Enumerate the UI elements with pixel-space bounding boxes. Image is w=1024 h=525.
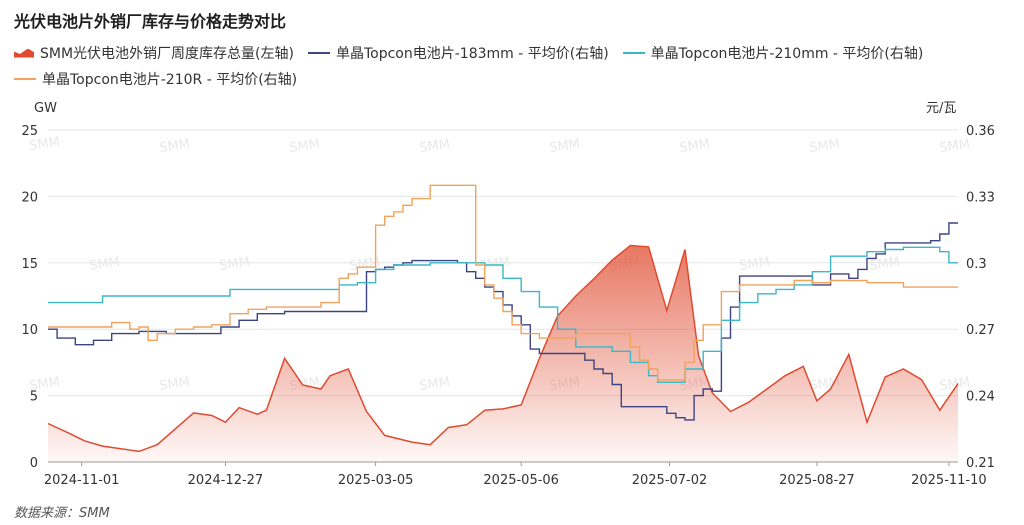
legend-label-inventory: SMM光伏电池外销厂周度库存总量(左轴) [40, 46, 294, 62]
legend-swatch-210r [14, 78, 36, 80]
legend-label-183mm: 单晶Topcon电池片-183mm - 平均价(右轴) [335, 46, 609, 62]
x-tick-label: 2025-08-27 [779, 473, 855, 488]
watermark-text: SMM [738, 255, 770, 274]
inventory-line [47, 244, 959, 453]
x-tick-label: 2025-11-10 [911, 473, 987, 488]
left-tick-label: 5 [30, 390, 38, 405]
x-tick-label: 2024-11-01 [44, 473, 120, 488]
left-tick-label: 0 [30, 456, 38, 471]
x-tick-label: 2025-03-05 [338, 473, 414, 488]
legend-item-210r[interactable]: 单晶Topcon电池片-210R - 平均价(右轴) [14, 69, 297, 89]
watermark-text: SMM [808, 137, 840, 156]
watermark-text: SMM [158, 375, 190, 394]
right-axis-unit: 元/瓦 [926, 101, 956, 116]
legend-swatch-210mm [622, 52, 645, 54]
legend-item-inventory[interactable]: SMM光伏电池外销厂周度库存总量(左轴) [14, 43, 294, 63]
watermark-text: SMM [288, 137, 320, 156]
watermark-text: SMM [548, 137, 580, 156]
watermark-text: SMM [418, 375, 450, 394]
right-tick-label: 0.21 [966, 456, 995, 471]
right-tick-label: 0.3 [966, 257, 987, 272]
watermark-text: SMM [28, 375, 60, 394]
chart-canvas: SMM SMM SMM SMM SMM SMM SMM SMM SMM SMM SMM SMM SMM S… [21, 101, 995, 488]
price-210r-line [48, 184, 958, 381]
watermark-text: SMM [938, 375, 970, 394]
x-tick-label: 2024-12-27 [188, 473, 264, 488]
watermark-text: SMM [868, 255, 900, 274]
legend-item-183mm[interactable]: 单晶Topcon电池片-183mm - 平均价(右轴) [307, 43, 609, 63]
right-tick-label: 0.33 [966, 190, 995, 205]
chart-title: 光伏电池片外销厂库存与价格走势对比 [14, 12, 287, 31]
watermark-text: SMM [678, 137, 710, 156]
watermark-text: SMM [158, 137, 190, 156]
left-tick-label: 10 [21, 323, 38, 338]
source-note: 数据来源：SMM [14, 506, 110, 521]
watermark-text: SMM [938, 137, 970, 156]
x-tick-label: 2025-05-06 [483, 473, 559, 488]
legend-swatch-183mm [307, 52, 330, 54]
price-210mm-line [48, 246, 958, 383]
right-tick-label: 0.24 [966, 390, 995, 405]
watermark-text: SMM [218, 255, 250, 274]
right-tick-label: 0.27 [966, 323, 995, 338]
legend-label-210mm: 单晶Topcon电池片-210mm - 平均价(右轴) [650, 46, 924, 62]
watermark-text: SMM [418, 137, 450, 156]
watermark-text: SMM [348, 255, 380, 274]
left-axis-unit: GW [34, 101, 57, 116]
inventory-area [48, 245, 958, 462]
legend: SMM光伏电池外销厂周度库存总量(左轴) 单晶Topcon电池片-183mm -… [14, 40, 1014, 92]
watermark-text: SMM [28, 135, 60, 154]
legend-swatch-inventory [14, 48, 34, 58]
watermark-text: SMM [88, 255, 120, 274]
right-tick-label: 0.36 [966, 124, 995, 139]
legend-item-210mm[interactable]: 单晶Topcon电池片-210mm - 平均价(右轴) [622, 43, 924, 63]
left-tick-label: 20 [21, 190, 38, 205]
left-tick-label: 15 [21, 257, 38, 272]
left-tick-label: 25 [21, 124, 38, 139]
x-tick-label: 2025-07-02 [632, 473, 708, 488]
legend-label-210r: 单晶Topcon电池片-210R - 平均价(右轴) [42, 72, 298, 88]
